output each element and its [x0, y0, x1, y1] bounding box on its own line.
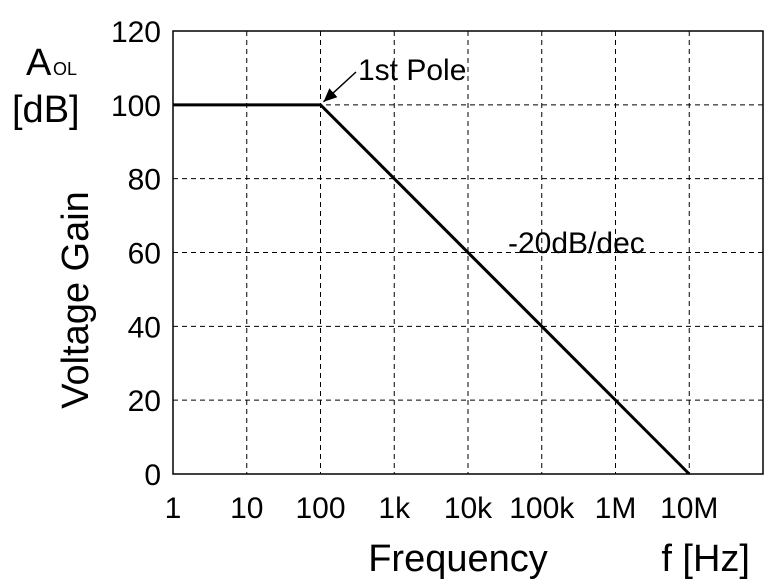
slope-annotation-label: -20dB/dec — [508, 227, 645, 260]
y-tick-label: 80 — [128, 164, 161, 197]
x-unit-label: f [Hz] — [661, 538, 750, 580]
pole-annotation-label: 1st Pole — [358, 54, 466, 87]
y-tick-label: 20 — [128, 385, 161, 418]
x-tick-label: 100k — [509, 492, 575, 525]
x-tick-label: 10M — [660, 492, 718, 525]
y-tick-label: 60 — [128, 238, 161, 271]
y-unit-symbol: A — [26, 42, 52, 84]
y-tick-label: 40 — [128, 311, 161, 344]
x-tick-label: 10 — [230, 492, 263, 525]
y-unit-subscript: OL — [53, 59, 77, 79]
y-tick-label: 120 — [111, 16, 161, 49]
plot-area-frame — [172, 30, 764, 475]
x-tick-label: 10k — [444, 492, 493, 525]
y-tick-label: 100 — [111, 90, 161, 123]
x-tick-label: 100 — [295, 492, 345, 525]
x-tick-label: 1M — [595, 492, 637, 525]
y-axis-label: Voltage Gain — [55, 191, 97, 409]
pole-annotation-arrow — [322, 71, 357, 103]
y-unit-label: [dB] — [12, 89, 80, 131]
y-tick-labels: 0 20 40 60 80 100 120 — [111, 16, 161, 492]
y-tick-label: 0 — [144, 459, 161, 492]
series-line-0 — [173, 103, 691, 476]
x-tick-label: 1k — [378, 492, 411, 525]
x-axis-label: Frequency — [368, 538, 548, 580]
x-tick-label: 1 — [165, 492, 182, 525]
series-layer — [173, 103, 691, 476]
x-tick-labels: 1 10 100 1k 10k 100k 1M 10M — [165, 492, 719, 525]
